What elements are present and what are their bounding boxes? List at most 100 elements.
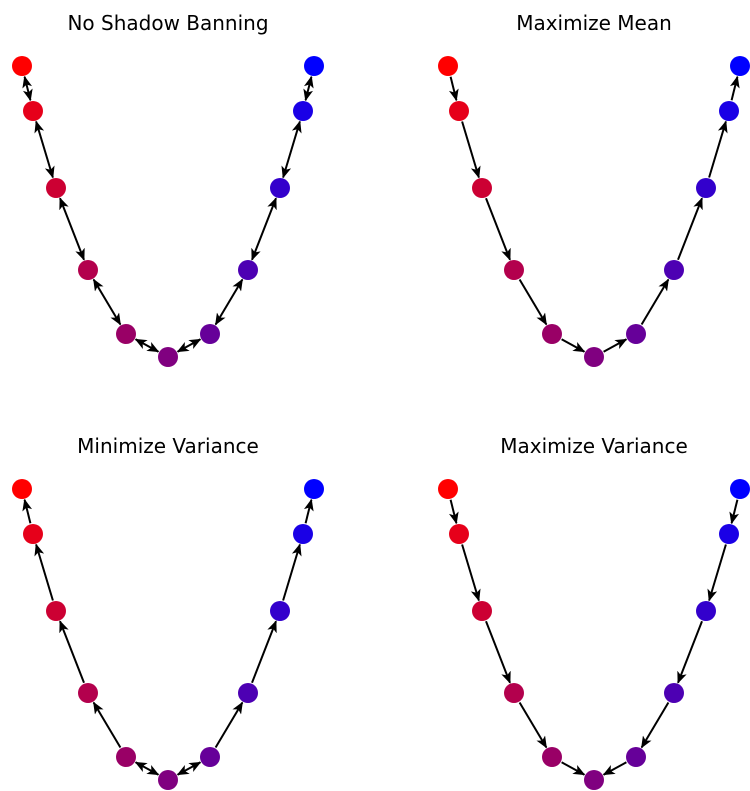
graph-node — [304, 56, 324, 76]
edge-arrow — [22, 75, 33, 102]
graph-node — [719, 524, 739, 544]
graph-node — [12, 479, 32, 499]
graph-node — [238, 683, 258, 703]
edge-arrow — [729, 75, 740, 101]
edge-arrow — [485, 620, 511, 684]
panel-title: No Shadow Banning — [67, 11, 268, 35]
panel-title: Maximize Variance — [500, 434, 688, 458]
graph-node — [584, 347, 604, 367]
graph-node — [46, 178, 66, 198]
edges — [22, 75, 314, 353]
edge-arrow — [134, 338, 160, 353]
graph-node — [730, 56, 750, 76]
graph-node — [158, 347, 178, 367]
edge-arrow — [448, 76, 459, 102]
edge-arrow — [251, 197, 277, 261]
graph-node — [23, 524, 43, 544]
edges — [448, 499, 740, 776]
graph-node — [584, 770, 604, 790]
nodes — [438, 56, 750, 367]
edge-arrow — [708, 120, 728, 178]
graph-node — [542, 324, 562, 344]
edge-arrow — [92, 701, 122, 749]
graph-node — [696, 178, 716, 198]
edge-arrow — [176, 761, 202, 776]
edge-arrow — [34, 120, 55, 179]
panel-maximize-mean: Maximize Mean — [438, 11, 750, 367]
edge-arrow — [22, 498, 33, 524]
panel-no-shadow-banning: No Shadow Banning — [12, 11, 324, 367]
nodes — [12, 56, 324, 367]
edge-arrow — [214, 278, 244, 326]
graph-node — [504, 260, 524, 280]
edge-arrow — [461, 121, 481, 179]
edge-arrow — [640, 278, 670, 326]
graph-node — [730, 479, 750, 499]
graph-node — [542, 747, 562, 767]
edge-arrow — [59, 620, 85, 684]
edge-arrow — [59, 197, 85, 261]
panel-title: Minimize Variance — [77, 434, 259, 458]
graph-node — [626, 324, 646, 344]
edge-arrow — [677, 197, 703, 261]
graph-node — [438, 56, 458, 76]
graph-node — [116, 324, 136, 344]
graph-node — [270, 601, 290, 621]
graph-node — [116, 747, 136, 767]
edge-arrow — [134, 761, 160, 776]
graph-node — [472, 601, 492, 621]
nodes — [438, 479, 750, 790]
graph-node — [12, 56, 32, 76]
edge-arrow — [176, 338, 202, 353]
graph-node — [472, 178, 492, 198]
graph-node — [78, 260, 98, 280]
edge-arrow — [92, 278, 122, 326]
edge-arrow — [303, 498, 314, 524]
edge-arrow — [561, 761, 586, 776]
graph-node — [696, 601, 716, 621]
graph-node — [304, 479, 324, 499]
graph-node — [438, 479, 458, 499]
graph-node — [78, 683, 98, 703]
graph-node — [504, 683, 524, 703]
edge-arrow — [34, 543, 54, 601]
edge-arrow — [518, 278, 548, 326]
edge-arrow — [677, 620, 703, 684]
edges — [22, 498, 314, 776]
graph-node — [626, 747, 646, 767]
graph-node — [664, 683, 684, 703]
edge-arrow — [707, 544, 727, 602]
graph-node — [293, 524, 313, 544]
graph-node — [238, 260, 258, 280]
graph-node — [200, 747, 220, 767]
panel-minimize-variance: Minimize Variance — [12, 434, 324, 790]
edge-arrow — [561, 338, 586, 353]
panel-title: Maximize Mean — [516, 11, 672, 35]
edge-arrow — [640, 701, 670, 749]
edge-arrow — [603, 338, 628, 353]
edge-arrow — [281, 120, 302, 179]
edges — [448, 75, 740, 353]
graph-node — [719, 101, 739, 121]
edge-arrow — [448, 499, 459, 525]
graph-node — [23, 101, 43, 121]
edge-arrow — [461, 544, 481, 602]
edge-arrow — [729, 499, 740, 525]
edge-arrow — [518, 701, 548, 749]
nodes — [12, 479, 324, 790]
graph-node — [46, 601, 66, 621]
graph-node — [449, 101, 469, 121]
graph-node — [200, 324, 220, 344]
graph-node — [664, 260, 684, 280]
edge-arrow — [485, 197, 511, 261]
edge-arrow — [602, 761, 627, 776]
graph-node — [293, 101, 313, 121]
graph-node — [270, 178, 290, 198]
graph-node — [449, 524, 469, 544]
edge-arrow — [282, 543, 302, 601]
panel-maximize-variance: Maximize Variance — [438, 434, 750, 790]
edge-arrow — [214, 701, 244, 749]
edge-arrow — [251, 620, 277, 684]
graph-node — [158, 770, 178, 790]
